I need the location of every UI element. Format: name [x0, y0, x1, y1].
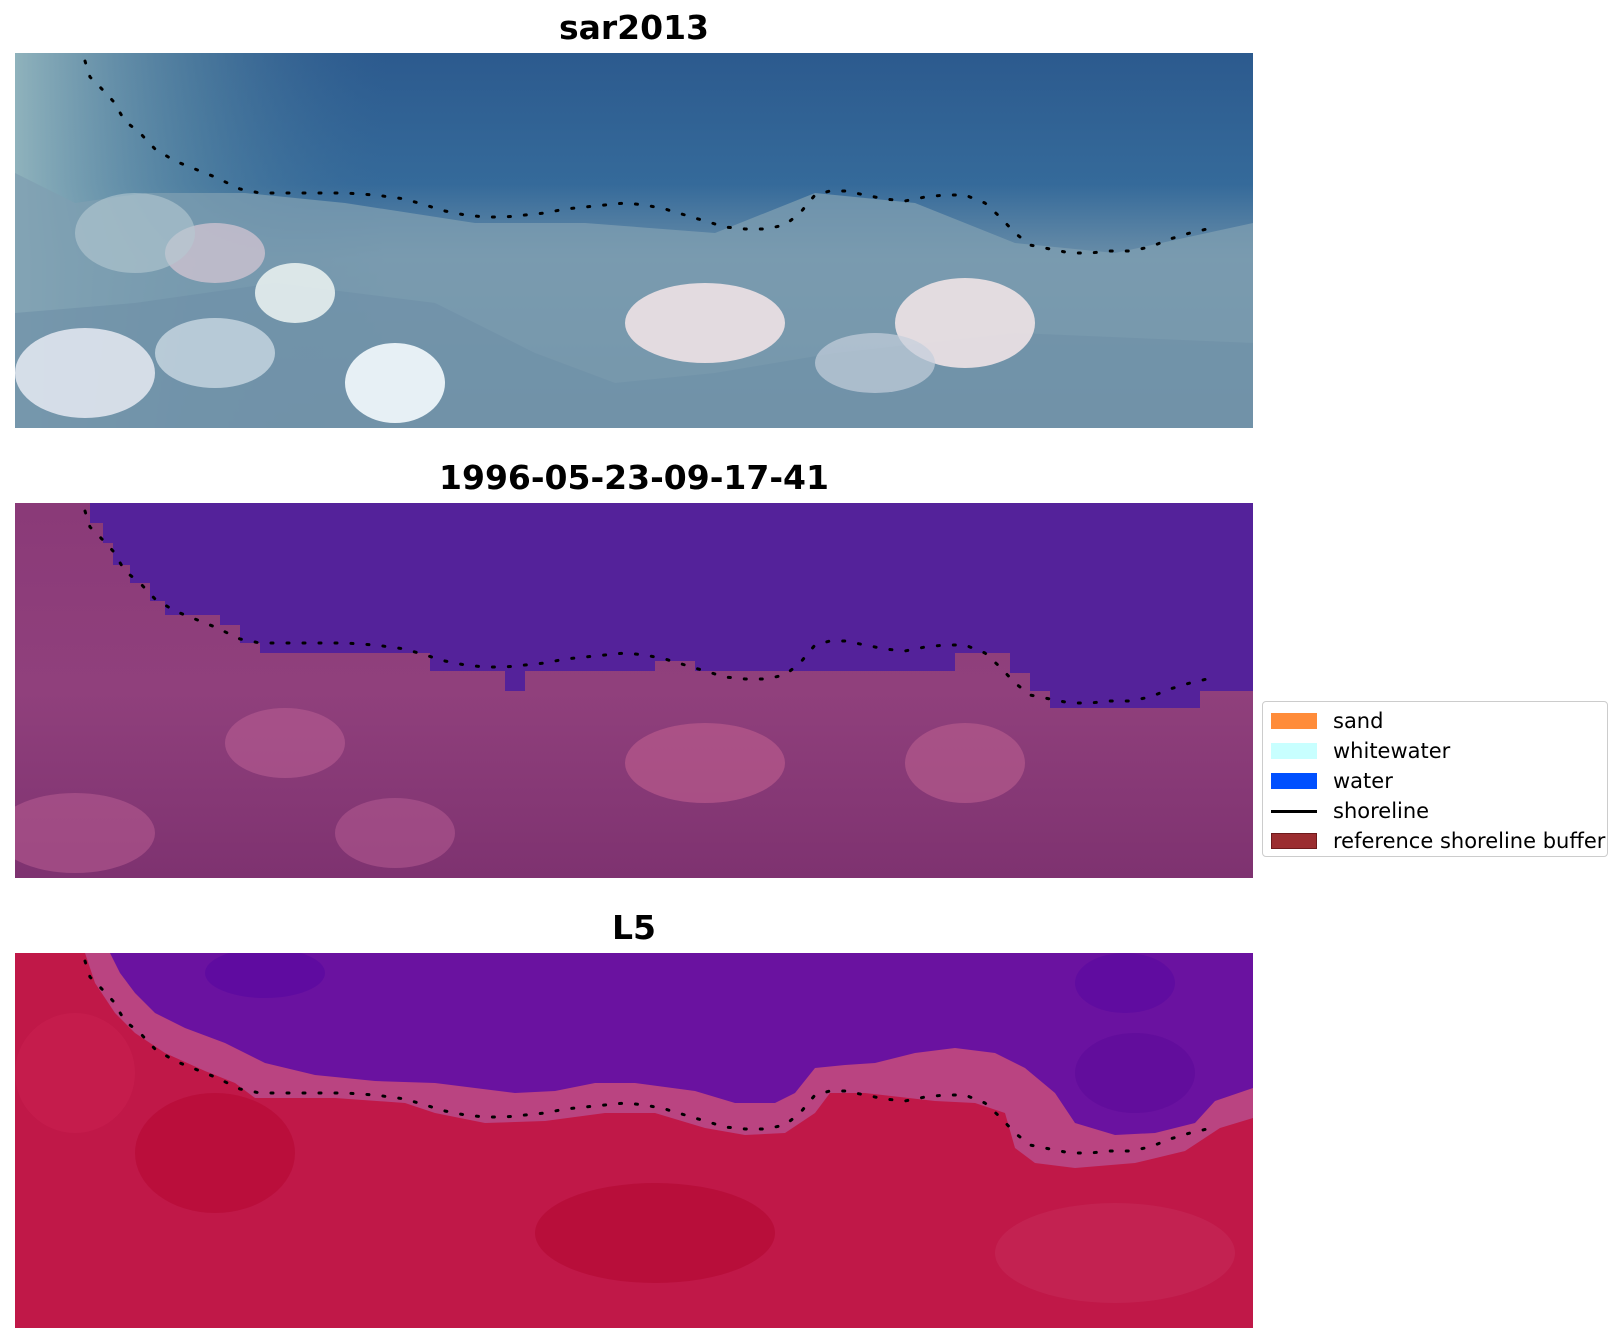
- legend-label-water: water: [1333, 769, 1393, 793]
- panel-image-index: [15, 953, 1253, 1328]
- panel-title-sar2013: sar2013: [558, 8, 710, 47]
- legend-item-shoreline: shoreline: [1271, 798, 1429, 824]
- index-image: [15, 953, 1253, 1328]
- legend-item-reference-buffer: reference shoreline buffer: [1271, 828, 1605, 854]
- whitewater-swatch: [1271, 743, 1317, 759]
- panel-image-true-color: [15, 53, 1253, 428]
- sand-swatch: [1271, 713, 1317, 729]
- panel-image-classified: [15, 503, 1253, 878]
- panel-title-l5: L5: [612, 908, 656, 947]
- shoreline-line-swatch: [1271, 809, 1317, 813]
- true-color-image: [15, 53, 1253, 428]
- legend-item-water: water: [1271, 768, 1393, 794]
- shoreline-points: [83, 59, 1209, 255]
- shoreline-points: [83, 959, 1209, 1155]
- legend-label-whitewater: whitewater: [1333, 739, 1451, 763]
- panel-title-date: 1996-05-23-09-17-41: [439, 458, 829, 497]
- classified-image: [15, 503, 1253, 878]
- shoreline-points: [83, 509, 1209, 705]
- legend: sand whitewater water shoreline referenc…: [1262, 701, 1608, 857]
- legend-label-sand: sand: [1333, 709, 1384, 733]
- legend-item-sand: sand: [1271, 708, 1383, 734]
- legend-item-whitewater: whitewater: [1271, 738, 1450, 764]
- reference-buffer-swatch: [1271, 833, 1317, 849]
- legend-label-shoreline: shoreline: [1333, 799, 1430, 823]
- water-swatch: [1271, 773, 1317, 789]
- legend-label-reference-buffer: reference shoreline buffer: [1333, 829, 1606, 853]
